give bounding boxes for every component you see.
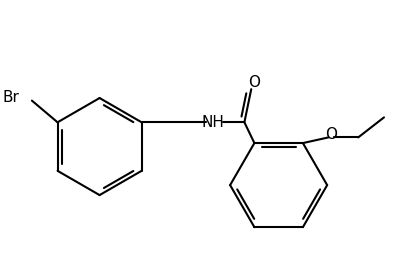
Text: NH: NH: [202, 115, 225, 130]
Text: O: O: [248, 75, 260, 90]
Text: Br: Br: [2, 90, 20, 105]
Text: O: O: [325, 127, 337, 142]
